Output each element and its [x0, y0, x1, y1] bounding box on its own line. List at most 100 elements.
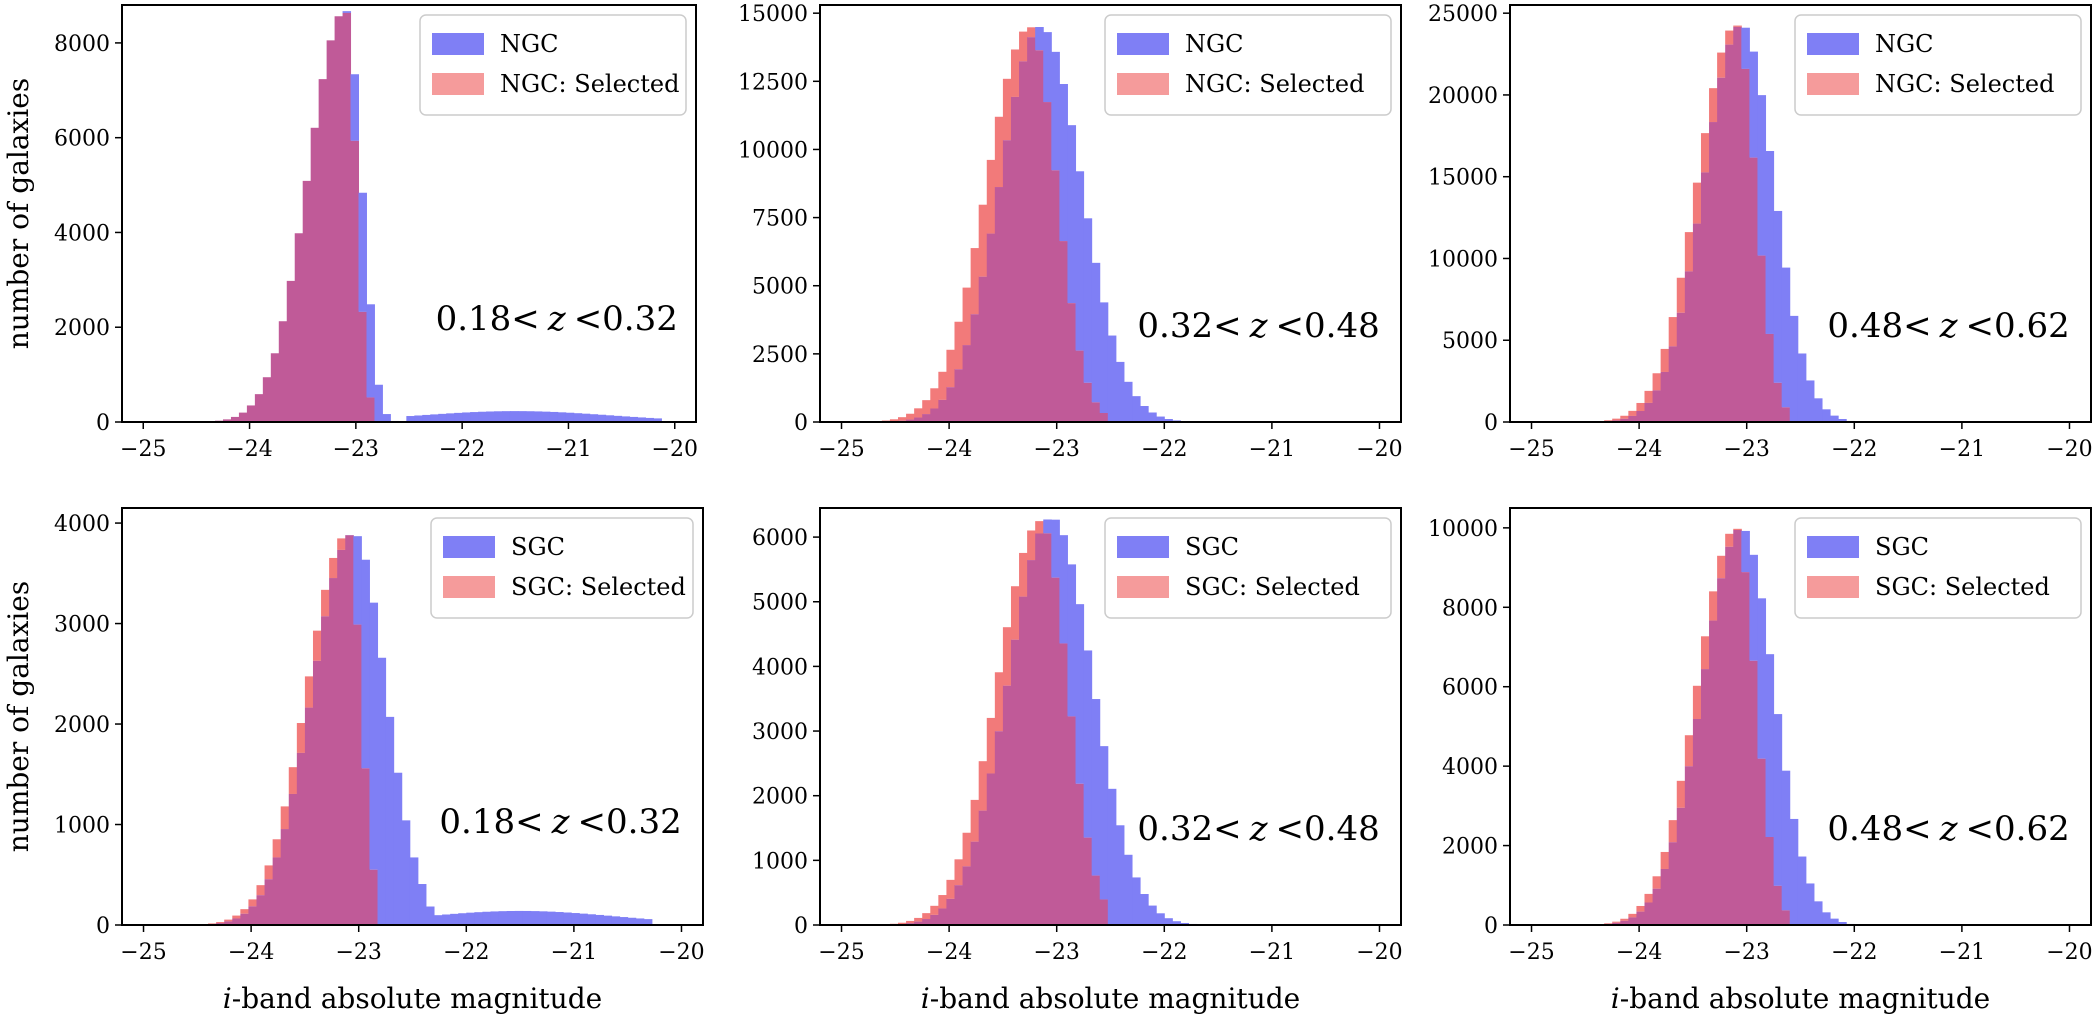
bar-overlap — [270, 353, 280, 422]
bar-full — [1140, 406, 1149, 422]
bar-overlap — [1099, 412, 1109, 422]
bar-selected — [1676, 780, 1686, 808]
bar-full — [482, 911, 492, 925]
bar-full — [417, 884, 427, 925]
x-tick-label: −23 — [335, 940, 381, 965]
bar-selected — [337, 538, 346, 550]
bar-overlap — [318, 79, 328, 422]
bar-overlap — [272, 857, 282, 925]
bar-full — [1148, 412, 1157, 422]
bar-full — [595, 914, 604, 925]
annotation-left: 0.18< — [436, 299, 540, 339]
bar-full — [579, 913, 588, 925]
bar-selected — [962, 832, 972, 867]
bar-overlap — [1027, 560, 1036, 925]
x-tick-label: −21 — [545, 437, 591, 462]
bar-full — [1132, 396, 1141, 422]
bar-overlap — [1051, 170, 1060, 422]
bar-full — [1789, 818, 1799, 925]
bar-full — [589, 414, 599, 422]
bar-selected — [1700, 133, 1710, 173]
bar-selected — [898, 417, 907, 421]
bar-overlap — [1620, 418, 1629, 422]
bar-overlap — [1628, 917, 1637, 925]
bar-full — [517, 411, 527, 422]
y-tick-label: 6000 — [752, 526, 808, 551]
bar-full — [1741, 27, 1750, 69]
bar-overlap — [312, 660, 322, 925]
bar-overlap — [1733, 530, 1742, 925]
bar-selected — [994, 116, 1004, 188]
bar-overlap — [246, 405, 256, 422]
y-tick-label: 0 — [96, 411, 110, 436]
y-axis-title: number of galaxies — [2, 78, 35, 349]
bar-selected — [1628, 410, 1637, 416]
bar-overlap — [1757, 255, 1767, 422]
bar-overlap — [294, 233, 304, 422]
x-tick-label: −20 — [2046, 940, 2092, 965]
x-tick-label: −24 — [926, 437, 972, 462]
bar-selected — [1733, 528, 1742, 531]
bar-full — [1099, 746, 1109, 900]
bar-overlap — [1027, 37, 1036, 422]
bar-full — [1140, 894, 1149, 925]
annotation-var: z — [547, 299, 567, 339]
bar-selected — [1620, 415, 1629, 419]
bar-selected — [1709, 88, 1718, 123]
bar-overlap — [1668, 346, 1678, 422]
bar-full — [1749, 51, 1758, 158]
bar-overlap — [310, 127, 320, 422]
annotation-left: 0.32< — [1137, 306, 1241, 346]
bar-full — [1115, 361, 1125, 422]
bar-full — [474, 912, 483, 925]
redshift-annotation: 0.32< z <0.48 — [1137, 306, 1379, 346]
bar-selected — [1604, 923, 1613, 924]
bar-full — [1822, 409, 1831, 422]
bar-selected — [1027, 530, 1036, 561]
bar-full — [637, 417, 647, 422]
x-tick-label: −22 — [1141, 437, 1187, 462]
axes-frame — [1509, 507, 2092, 926]
bar-overlap — [224, 921, 233, 925]
bar-full — [450, 913, 459, 925]
annotation-left: 0.48< — [1827, 306, 1931, 346]
legend-box — [1794, 517, 2082, 619]
bar-full — [366, 304, 375, 398]
bar-selected — [922, 400, 931, 415]
y-tick-label: 12500 — [738, 70, 808, 95]
bar-overlap — [302, 180, 312, 422]
bar-full — [374, 384, 383, 422]
bar-overlap — [970, 841, 980, 925]
histogram-bars — [841, 27, 1254, 422]
bar-selected — [264, 865, 274, 880]
bar-full — [653, 418, 662, 422]
bar-full — [353, 536, 362, 625]
panel-6: −25 −24 −23 −22 −21 −20 0 2000 4000 6000 8000 10000… — [1428, 507, 2093, 1015]
redshift-annotation: 0.48< z <0.62 — [1827, 306, 2069, 346]
y-tick-label: 10000 — [738, 138, 808, 163]
x-tick-label: −25 — [818, 940, 864, 965]
x-tick-label: −22 — [1831, 940, 1877, 965]
bar-overlap — [1773, 885, 1783, 925]
bar-overlap — [1781, 407, 1791, 422]
bar-selected — [240, 909, 249, 914]
y-tick-label: 10000 — [1428, 517, 1498, 542]
bar-selected — [946, 879, 955, 899]
bar-full — [571, 913, 580, 925]
x-tick-label: −25 — [1508, 940, 1554, 965]
legend-label-selected: SGC: Selected — [511, 573, 686, 601]
panel-1: −25 −24 −23 −22 −21 −20 0 2000 4000 6000 8000 NGC NG… — [2, 4, 698, 462]
bar-overlap — [350, 140, 360, 422]
redshift-annotation: 0.18< z <0.32 — [436, 299, 678, 339]
legend-label-full: SGC — [511, 533, 565, 561]
legend-swatch-selected — [443, 576, 495, 598]
annotation-left: 0.18< — [439, 802, 543, 842]
x-tick-label: −23 — [1723, 940, 1769, 965]
annotation-right: <0.32 — [578, 802, 682, 842]
bar-full — [506, 910, 516, 925]
annotation-var: z — [551, 802, 571, 842]
bar-full — [446, 413, 455, 422]
bar-selected — [970, 248, 980, 315]
bar-overlap — [1067, 303, 1077, 422]
